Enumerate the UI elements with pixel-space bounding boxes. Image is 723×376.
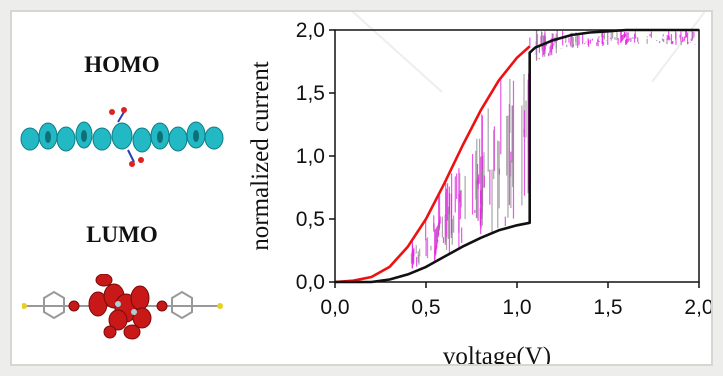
- lumo-orbital-image: [22, 274, 223, 340]
- black-curve: [335, 28, 699, 284]
- y-tick-label: 1,5: [296, 82, 325, 105]
- y-tick-label: 1,0: [296, 145, 325, 168]
- y-tick-label: 2,0: [296, 19, 325, 42]
- series-layer: [334, 28, 699, 284]
- y-axis-title: normalized current: [247, 61, 274, 251]
- y-tick-label: 0,5: [296, 208, 325, 231]
- axis-ticks: 0,0 0,5 1,0 1,5 2,0 0,0 0,5 1,0 1,5 2,0: [296, 19, 713, 319]
- x-tick-label: 1,5: [593, 296, 622, 319]
- red-curve: [334, 45, 531, 284]
- homo-label: HOMO: [84, 52, 160, 77]
- homo-orbital-image: [20, 107, 224, 167]
- x-tick-label: 0,5: [411, 296, 440, 319]
- x-tick-label: 1,0: [502, 296, 531, 319]
- iv-chart: 0,0 0,5 1,0 1,5 2,0 0,0 0,5 1,0 1,5 2,0 voltage(V…: [247, 19, 713, 366]
- x-tick-label: 0,0: [320, 296, 349, 319]
- figure-frame: HOMO LUMO: [10, 10, 713, 366]
- lumo-label: LUMO: [86, 222, 158, 247]
- plot-area-border: [334, 29, 700, 283]
- background-decoration: [351, 12, 706, 93]
- stochastic-traces: [410, 30, 696, 269]
- y-tick-label: 0,0: [296, 271, 325, 294]
- x-axis-title: voltage(V): [443, 343, 551, 366]
- x-tick-label: 2,0: [684, 296, 713, 319]
